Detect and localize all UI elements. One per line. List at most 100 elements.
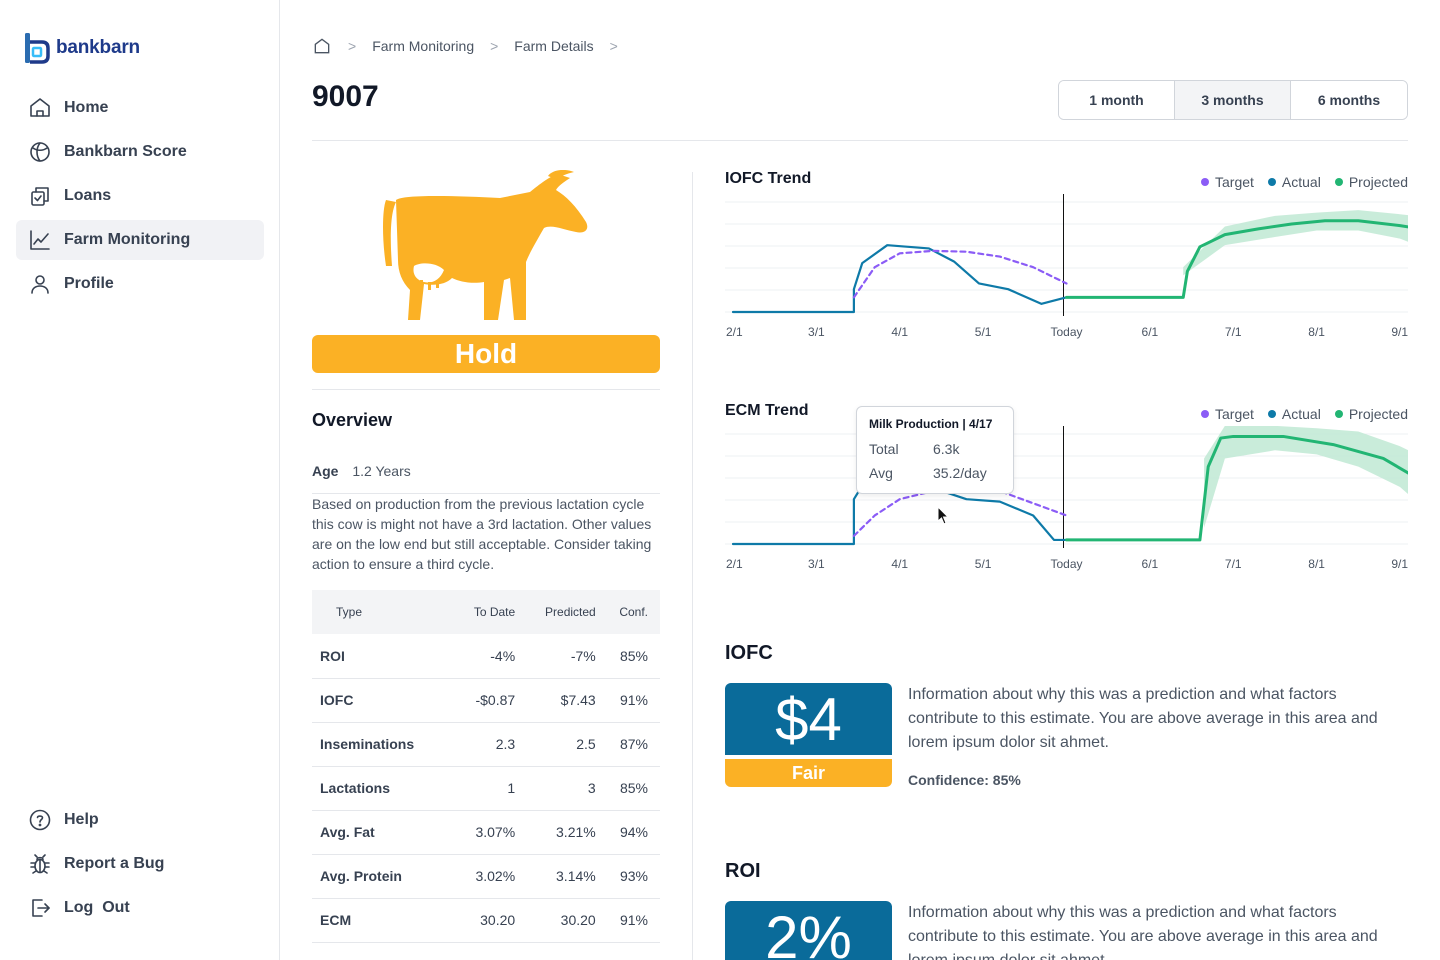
table-cell: 94% bbox=[607, 810, 660, 855]
nav-item-logout[interactable]: Log Out bbox=[16, 888, 264, 928]
series-line-projected bbox=[1065, 219, 1408, 299]
column-divider bbox=[692, 172, 693, 960]
chart-plot[interactable]: 2/1 3/1 4/1 5/1 Today 6/1 7/1 8/1 9/1 bbox=[725, 194, 1408, 344]
chart-legend: Target Actual Projected bbox=[1201, 406, 1408, 422]
legend-item-actual[interactable]: Actual bbox=[1267, 406, 1321, 422]
projection-band bbox=[1183, 210, 1408, 276]
table-cell: 91% bbox=[607, 678, 660, 723]
table-cell: -4% bbox=[458, 634, 528, 679]
brand-logo[interactable]: bankbarn bbox=[24, 32, 140, 64]
breadcrumb-farm-details[interactable]: Farm Details bbox=[514, 38, 594, 54]
table-cell: 30.20 bbox=[527, 898, 608, 943]
metric-roi: ROI 2% Information about why this was a … bbox=[725, 860, 1408, 960]
time-range-selector: 1 month 3 months 6 months bbox=[1058, 80, 1408, 120]
mouse-cursor-icon bbox=[937, 506, 950, 525]
bankbarn-logo-icon bbox=[25, 33, 50, 64]
range-1-month-button[interactable]: 1 month bbox=[1059, 81, 1175, 119]
breadcrumb-separator: > bbox=[348, 38, 357, 54]
legend-dot bbox=[1201, 410, 1209, 418]
metric-iofc: IOFC $4 Fair Information about why this … bbox=[725, 642, 1408, 802]
user-icon bbox=[31, 275, 49, 294]
legend-label: Target bbox=[1215, 174, 1254, 190]
breadcrumb: > Farm Monitoring > Farm Details > bbox=[312, 34, 634, 58]
chart-plot[interactable]: 2/1 3/1 4/1 5/1 Today 6/1 7/1 8/1 9/1 bbox=[725, 426, 1408, 576]
table-cell: 87% bbox=[607, 722, 660, 767]
table-cell: 1 bbox=[458, 766, 528, 811]
nav-item-profile[interactable]: Profile bbox=[16, 264, 264, 304]
table-cell: 3.02% bbox=[458, 854, 528, 899]
legend-item-target[interactable]: Target bbox=[1201, 174, 1254, 190]
projection-band bbox=[1204, 426, 1408, 528]
age-label: Age bbox=[312, 463, 339, 479]
x-tick-label: 4/1 bbox=[891, 557, 908, 571]
overview-description: Based on production from the previous la… bbox=[312, 496, 652, 572]
legend-item-target[interactable]: Target bbox=[1201, 406, 1254, 422]
x-tick-label: 3/1 bbox=[808, 325, 825, 339]
legend-item-projected[interactable]: Projected bbox=[1334, 174, 1408, 190]
breadcrumb-separator: > bbox=[490, 38, 499, 54]
nav-item-bankbarn-score[interactable]: Bankbarn Score bbox=[16, 132, 264, 172]
help-icon bbox=[29, 809, 51, 831]
column-header-type: Type bbox=[312, 590, 459, 634]
bug-icon bbox=[30, 854, 50, 874]
nav-item-farm-monitoring[interactable]: Farm Monitoring bbox=[16, 220, 264, 260]
table-row: Lactations 1 3 85% bbox=[312, 766, 660, 811]
logout-icon bbox=[32, 899, 50, 917]
nav-item-home[interactable]: Home bbox=[16, 88, 264, 128]
tooltip-value: 35.2/day bbox=[933, 465, 987, 481]
table-cell: IOFC bbox=[312, 678, 459, 723]
range-3-months-button[interactable]: 3 months bbox=[1175, 81, 1291, 119]
nav-item-label: Profile bbox=[64, 275, 114, 292]
tooltip-value: 6.3k bbox=[933, 441, 960, 457]
table-cell: 3.07% bbox=[458, 810, 528, 855]
column-header-predicted: Predicted bbox=[527, 590, 608, 634]
legend-dot bbox=[1201, 178, 1209, 186]
table-cell: -$0.87 bbox=[458, 678, 528, 723]
chart-legend: Target Actual Projected bbox=[1201, 174, 1408, 190]
home-icon[interactable] bbox=[312, 36, 332, 56]
header-divider bbox=[312, 140, 1408, 141]
metric-title: IOFC bbox=[725, 642, 773, 664]
range-6-months-button[interactable]: 6 months bbox=[1291, 81, 1407, 119]
x-tick-label: 5/1 bbox=[975, 325, 992, 339]
tooltip-key: Total bbox=[869, 441, 899, 457]
legend-label: Actual bbox=[1281, 174, 1321, 190]
home-icon bbox=[30, 98, 50, 117]
nav-item-loans[interactable]: Loans bbox=[16, 176, 264, 216]
main-content: > Farm Monitoring > Farm Details > 9007 … bbox=[312, 0, 1408, 960]
table-row: ECM 30.20 30.20 91% bbox=[312, 898, 660, 943]
column-header-conf: Conf. bbox=[607, 590, 660, 634]
nav-item-label: Bankbarn Score bbox=[64, 143, 187, 160]
x-tick-label: 3/1 bbox=[808, 557, 825, 571]
legend-label: Actual bbox=[1281, 406, 1321, 422]
metric-rating: Fair bbox=[725, 759, 892, 787]
legend-item-actual[interactable]: Actual bbox=[1267, 174, 1321, 190]
nav-item-report-bug[interactable]: Report a Bug bbox=[16, 844, 264, 884]
divider bbox=[312, 493, 660, 494]
score-icon bbox=[30, 142, 50, 162]
main-nav: Home Bankbarn Score Loans Farm Monitorin… bbox=[16, 88, 264, 308]
bottom-nav: Help Report a Bug Log Out bbox=[16, 800, 264, 932]
nav-item-label: Log Out bbox=[64, 899, 130, 916]
metric-confidence: Confidence: 85% bbox=[908, 772, 1021, 788]
breadcrumb-farm-monitoring[interactable]: Farm Monitoring bbox=[372, 38, 475, 54]
tooltip-row: Avg 35.2/day bbox=[869, 461, 1001, 485]
legend-dot bbox=[1334, 178, 1343, 186]
chart-title: ECM Trend bbox=[725, 402, 809, 419]
sidebar: bankbarn Home Bankbarn Score Loans Farm … bbox=[0, 0, 280, 960]
table-cell: 3.14% bbox=[527, 854, 608, 899]
metric-title: ROI bbox=[725, 860, 761, 882]
legend-item-projected[interactable]: Projected bbox=[1334, 406, 1408, 422]
loans-icon bbox=[31, 187, 49, 206]
metric-value: 2% bbox=[725, 901, 892, 960]
metric-description: Information about why this was a predict… bbox=[908, 686, 1378, 751]
table-header-row: Type To Date Predicted Conf. bbox=[312, 590, 660, 634]
table-cell: 2.3 bbox=[458, 722, 528, 767]
table-cell: 3.21% bbox=[527, 810, 608, 855]
series-line-projected bbox=[1065, 434, 1408, 542]
chart-line-icon bbox=[30, 230, 50, 250]
nav-item-help[interactable]: Help bbox=[16, 800, 264, 840]
series-line-actual bbox=[731, 244, 1068, 314]
metric-card: 2% bbox=[725, 901, 892, 960]
x-tick-label: 2/1 bbox=[726, 325, 743, 339]
